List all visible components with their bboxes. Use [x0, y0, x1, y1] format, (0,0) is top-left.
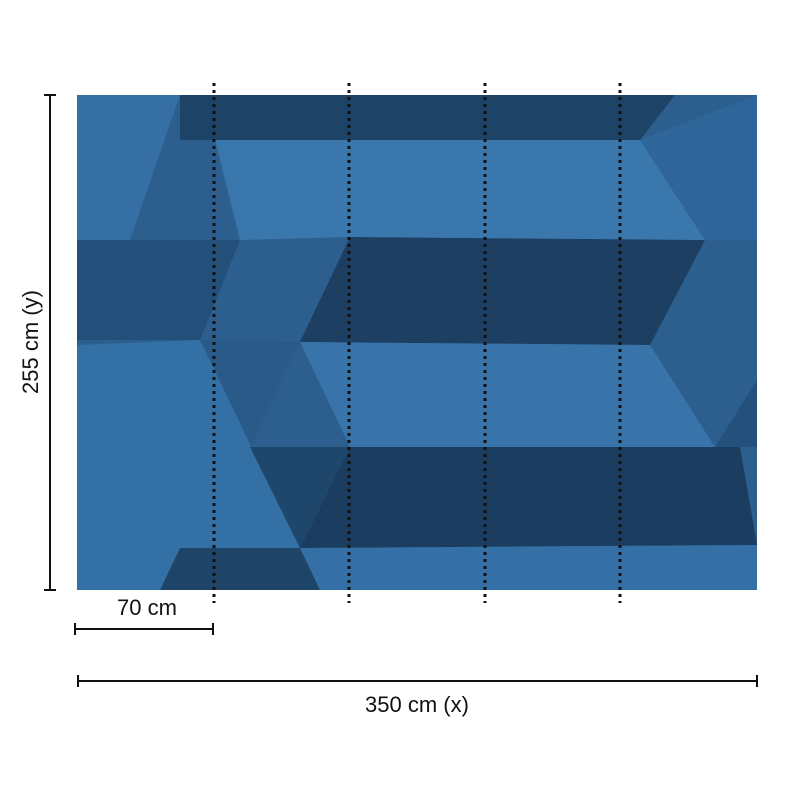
- seam-lines: [212, 83, 622, 603]
- panel-dimension: 70 cm: [74, 595, 214, 635]
- height-dimension: 255 cm (y): [18, 94, 56, 591]
- wallpaper-pattern: [77, 95, 757, 590]
- height-label: 255 cm (y): [18, 290, 43, 394]
- panel-width-label: 70 cm: [117, 595, 177, 620]
- width-dimension: 350 cm (x): [77, 675, 758, 717]
- width-label: 350 cm (x): [365, 692, 469, 717]
